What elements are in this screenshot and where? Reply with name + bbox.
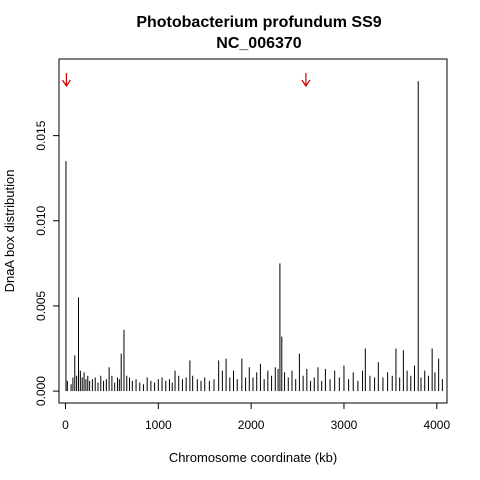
y-tick-label: 0.015 (34, 120, 48, 150)
y-tick-label: 0.000 (34, 376, 48, 406)
down-arrow-icon (61, 73, 71, 88)
x-tick-label: 0 (62, 418, 69, 432)
y-axis: 0.000 0.005 0.010 0.015 (34, 120, 60, 406)
x-tick-label: 1000 (145, 418, 172, 432)
bars-group (65, 81, 443, 392)
y-axis-label: DnaA box distribution (2, 170, 17, 293)
x-axis: 0 1000 2000 3000 4000 (62, 402, 450, 432)
x-tick-label: 4000 (423, 418, 450, 432)
y-tick-label: 0.010 (34, 205, 48, 235)
chart-subtitle: NC_006370 (216, 35, 302, 52)
plot-frame (58, 58, 448, 404)
origin-markers-group (61, 73, 311, 88)
x-tick-label: 3000 (331, 418, 358, 432)
down-arrow-icon (301, 73, 311, 88)
y-tick-label: 0.005 (34, 291, 48, 321)
x-axis-label: Chromosome coordinate (kb) (169, 450, 337, 465)
x-tick-label: 2000 (238, 418, 265, 432)
chart-title: Photobacterium profundum SS9 (136, 14, 381, 31)
